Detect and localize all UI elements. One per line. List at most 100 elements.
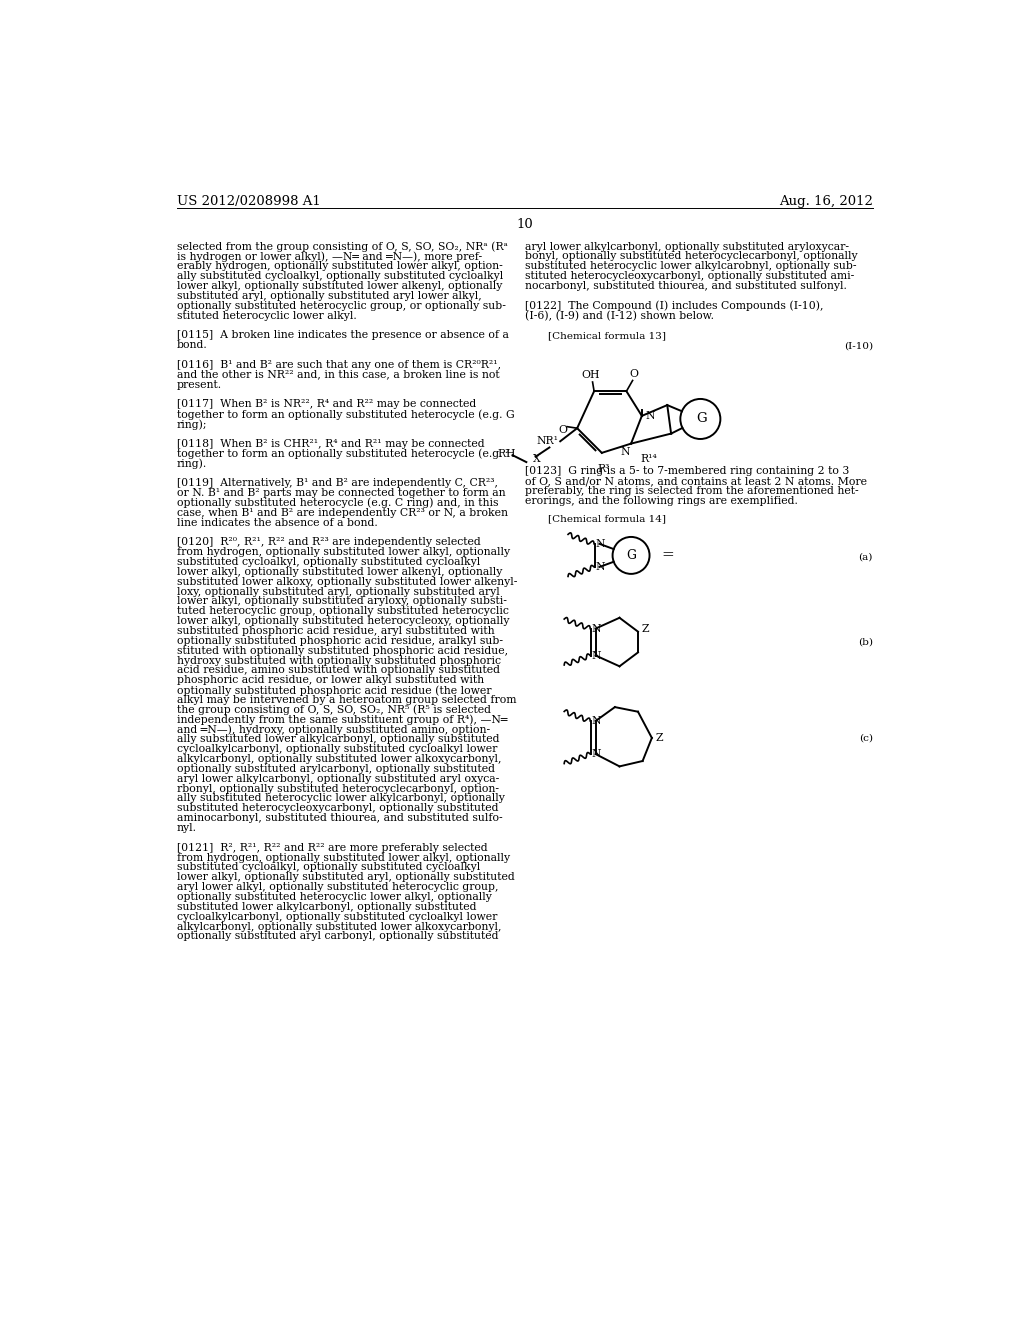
Text: [0123]  G ring is a 5- to 7-membered ring containing 2 to 3: [0123] G ring is a 5- to 7-membered ring… <box>524 466 849 477</box>
Text: Z: Z <box>655 733 664 743</box>
Text: the group consisting of O, S, SO, SO₂, NR⁵ (R⁵ is selected: the group consisting of O, S, SO, SO₂, N… <box>177 705 490 715</box>
Text: of O, S and/or N atoms, and contains at least 2 N atoms. More: of O, S and/or N atoms, and contains at … <box>524 475 866 486</box>
Text: and the other is NR²² and, in this case, a broken line is not: and the other is NR²² and, in this case,… <box>177 370 500 380</box>
Text: substituted aryl, optionally substituted aryl lower alkyl,: substituted aryl, optionally substituted… <box>177 290 481 301</box>
Text: phosphoric acid residue, or lower alkyl substituted with: phosphoric acid residue, or lower alkyl … <box>177 676 484 685</box>
Text: from hydrogen, optionally substituted lower alkyl, optionally: from hydrogen, optionally substituted lo… <box>177 853 510 863</box>
Text: O: O <box>630 368 639 379</box>
Text: optionally substituted phosphoric acid residue, aralkyl sub-: optionally substituted phosphoric acid r… <box>177 636 503 645</box>
Text: [Chemical formula 13]: [Chemical formula 13] <box>548 331 666 341</box>
Text: substituted cycloalkyl, optionally substituted cycloalkyl: substituted cycloalkyl, optionally subst… <box>177 557 480 568</box>
Text: N: N <box>596 539 605 549</box>
Text: rbonyl, optionally substituted heterocyclecarbonyl, option-: rbonyl, optionally substituted heterocyc… <box>177 784 499 793</box>
Text: OH: OH <box>582 371 600 380</box>
Text: 10: 10 <box>516 218 534 231</box>
Text: substituted lower alkoxy, optionally substituted lower alkenyl-: substituted lower alkoxy, optionally sub… <box>177 577 517 586</box>
Text: case, when B¹ and B² are independently CR²³ or N, a broken: case, when B¹ and B² are independently C… <box>177 508 508 517</box>
Text: R¹⁴: R¹⁴ <box>640 454 657 465</box>
Text: selected from the group consisting of O, S, SO, SO₂, NRᵃ (Rᵃ: selected from the group consisting of O,… <box>177 242 508 252</box>
Text: lower alkyl, optionally substituted lower alkenyl, optionally: lower alkyl, optionally substituted lowe… <box>177 566 502 577</box>
Text: aryl lower alkylcarbonyl, optionally substituted aryl oxyca-: aryl lower alkylcarbonyl, optionally sub… <box>177 774 499 784</box>
Text: alkyl may be intervened by a heteroatom group selected from: alkyl may be intervened by a heteroatom … <box>177 694 516 705</box>
Text: present.: present. <box>177 380 222 389</box>
Text: lower alkyl, optionally substituted aryl, optionally substituted: lower alkyl, optionally substituted aryl… <box>177 873 514 882</box>
Text: [0121]  R², R²¹, R²² and R²² are more preferably selected: [0121] R², R²¹, R²² and R²² are more pre… <box>177 842 487 853</box>
Text: together to form an optionally substituted heterocycle (e.g. G: together to form an optionally substitut… <box>177 409 514 420</box>
Text: =: = <box>662 548 675 562</box>
Text: (a): (a) <box>858 553 872 561</box>
Text: bond.: bond. <box>177 341 208 350</box>
Text: aryl lower alkylcarbonyl, optionally substituted aryloxycar-: aryl lower alkylcarbonyl, optionally sub… <box>524 242 849 252</box>
Text: loxy, optionally substituted aryl, optionally substituted aryl: loxy, optionally substituted aryl, optio… <box>177 586 500 597</box>
Text: optionally substituted aryl carbonyl, optionally substituted: optionally substituted aryl carbonyl, op… <box>177 932 499 941</box>
Text: [0119]  Alternatively, B¹ and B² are independently C, CR²³,: [0119] Alternatively, B¹ and B² are inde… <box>177 478 498 488</box>
Text: X: X <box>534 454 541 465</box>
Text: N: N <box>596 562 605 572</box>
Text: lower alkyl, optionally substituted aryloxy, optionally substi-: lower alkyl, optionally substituted aryl… <box>177 597 507 606</box>
Text: cycloalkylcarbonyl, optionally substituted cycloalkyl lower: cycloalkylcarbonyl, optionally substitut… <box>177 744 497 754</box>
Text: R²: R² <box>497 449 509 459</box>
Text: (I-6), (I-9) and (I-12) shown below.: (I-6), (I-9) and (I-12) shown below. <box>524 310 714 321</box>
Text: N: N <box>592 651 601 660</box>
Text: Aug. 16, 2012: Aug. 16, 2012 <box>779 195 872 209</box>
Text: [Chemical formula 14]: [Chemical formula 14] <box>548 515 666 524</box>
Text: optionally substituted heterocycle (e.g. C ring) and, in this: optionally substituted heterocycle (e.g.… <box>177 498 499 508</box>
Text: together to form an optionally substituted heterocycle (e.g. H: together to form an optionally substitut… <box>177 449 515 459</box>
Text: (b): (b) <box>858 638 872 647</box>
Text: substituted cycloalkyl, optionally substituted cycloalkyl: substituted cycloalkyl, optionally subst… <box>177 862 480 873</box>
Text: optionally substituted arylcarbonyl, optionally substituted: optionally substituted arylcarbonyl, opt… <box>177 764 495 774</box>
Text: is hydrogen or lower alkyl), —N═ and ═N—), more pref-: is hydrogen or lower alkyl), —N═ and ═N—… <box>177 251 482 261</box>
Text: preferably, the ring is selected from the aforementioned het-: preferably, the ring is selected from th… <box>524 486 858 495</box>
Text: optionally substituted heterocyclic lower alkyl, optionally: optionally substituted heterocyclic lowe… <box>177 892 492 902</box>
Text: substituted heterocycleoxycarbonyl, optionally substituted: substituted heterocycleoxycarbonyl, opti… <box>177 804 499 813</box>
Text: (c): (c) <box>859 734 872 742</box>
Text: stituted heterocyclic lower alkyl.: stituted heterocyclic lower alkyl. <box>177 310 356 321</box>
Text: ally substituted heterocyclic lower alkylcarbonyl, optionally: ally substituted heterocyclic lower alky… <box>177 793 505 804</box>
Text: N: N <box>620 447 630 458</box>
Text: lower alkyl, optionally substituted heterocycleoxy, optionally: lower alkyl, optionally substituted hete… <box>177 616 509 626</box>
Text: [0117]  When B² is NR²², R⁴ and R²² may be connected: [0117] When B² is NR²², R⁴ and R²² may b… <box>177 399 476 409</box>
Text: N: N <box>592 715 601 726</box>
Text: alkylcarbonyl, optionally substituted lower alkoxycarbonyl,: alkylcarbonyl, optionally substituted lo… <box>177 754 502 764</box>
Text: G: G <box>696 412 707 425</box>
Text: O: O <box>559 425 567 434</box>
Text: independently from the same substituent group of R⁴), —N═: independently from the same substituent … <box>177 714 507 725</box>
Text: alkylcarbonyl, optionally substituted lower alkoxycarbonyl,: alkylcarbonyl, optionally substituted lo… <box>177 921 502 932</box>
Text: hydroxy substituted with optionally substituted phosphoric: hydroxy substituted with optionally subs… <box>177 656 501 665</box>
Text: ally substituted lower alkylcarbonyl, optionally substituted: ally substituted lower alkylcarbonyl, op… <box>177 734 500 744</box>
Text: cycloalkylcarbonyl, optionally substituted cycloalkyl lower: cycloalkylcarbonyl, optionally substitut… <box>177 912 497 921</box>
Text: nocarbonyl, substituted thiourea, and substituted sulfonyl.: nocarbonyl, substituted thiourea, and su… <box>524 281 847 290</box>
Text: [0122]  The Compound (I) includes Compounds (I-10),: [0122] The Compound (I) includes Compoun… <box>524 301 823 312</box>
Text: substituted lower alkylcarbonyl, optionally substituted: substituted lower alkylcarbonyl, optiona… <box>177 902 476 912</box>
Text: N: N <box>592 748 601 759</box>
Text: [0116]  B¹ and B² are such that any one of them is CR²⁰R²¹,: [0116] B¹ and B² are such that any one o… <box>177 360 501 370</box>
Text: from hydrogen, optionally substituted lower alkyl, optionally: from hydrogen, optionally substituted lo… <box>177 546 510 557</box>
Text: stituted with optionally substituted phosphoric acid residue,: stituted with optionally substituted pho… <box>177 645 508 656</box>
Text: or N. B¹ and B² parts may be connected together to form an: or N. B¹ and B² parts may be connected t… <box>177 488 506 498</box>
Text: substituted phosphoric acid residue, aryl substituted with: substituted phosphoric acid residue, ary… <box>177 626 495 636</box>
Text: bonyl, optionally substituted heterocyclecarbonyl, optionally: bonyl, optionally substituted heterocycl… <box>524 251 857 261</box>
Text: [0118]  When B² is CHR²¹, R⁴ and R²¹ may be connected: [0118] When B² is CHR²¹, R⁴ and R²¹ may … <box>177 438 484 449</box>
Text: Z: Z <box>642 623 649 634</box>
Text: stituted heterocycleoxycarbonyl, optionally substituted ami-: stituted heterocycleoxycarbonyl, optiona… <box>524 271 854 281</box>
Text: and ═N—), hydroxy, optionally substituted amino, option-: and ═N—), hydroxy, optionally substitute… <box>177 725 489 735</box>
Text: erorings, and the following rings are exemplified.: erorings, and the following rings are ex… <box>524 495 798 506</box>
Text: US 2012/0208998 A1: US 2012/0208998 A1 <box>177 195 321 209</box>
Text: [0115]  A broken line indicates the presence or absence of a: [0115] A broken line indicates the prese… <box>177 330 509 341</box>
Text: N: N <box>646 411 655 421</box>
Text: optionally substituted phosphoric acid residue (the lower: optionally substituted phosphoric acid r… <box>177 685 492 696</box>
Text: lower alkyl, optionally substituted lower alkenyl, optionally: lower alkyl, optionally substituted lowe… <box>177 281 502 290</box>
Text: ring);: ring); <box>177 418 207 429</box>
Text: tuted heterocyclic group, optionally substituted heterocyclic: tuted heterocyclic group, optionally sub… <box>177 606 509 616</box>
Text: line indicates the absence of a bond.: line indicates the absence of a bond. <box>177 517 378 528</box>
Text: ally substituted cycloalkyl, optionally substituted cycloalkyl: ally substituted cycloalkyl, optionally … <box>177 271 503 281</box>
Text: erably hydrogen, optionally substituted lower alkyl, option-: erably hydrogen, optionally substituted … <box>177 261 503 272</box>
Text: optionally substituted heterocyclic group, or optionally sub-: optionally substituted heterocyclic grou… <box>177 301 506 310</box>
Text: R³: R³ <box>597 463 609 474</box>
Text: NR¹: NR¹ <box>537 437 559 446</box>
Text: [0120]  R²⁰, R²¹, R²² and R²³ are independently selected: [0120] R²⁰, R²¹, R²² and R²³ are indepen… <box>177 537 480 548</box>
Text: N: N <box>592 623 601 634</box>
Text: substituted heterocyclic lower alkylcarobnyl, optionally sub-: substituted heterocyclic lower alkylcaro… <box>524 261 856 272</box>
Text: (I-10): (I-10) <box>844 342 872 351</box>
Text: aryl lower alkyl, optionally substituted heterocyclic group,: aryl lower alkyl, optionally substituted… <box>177 882 499 892</box>
